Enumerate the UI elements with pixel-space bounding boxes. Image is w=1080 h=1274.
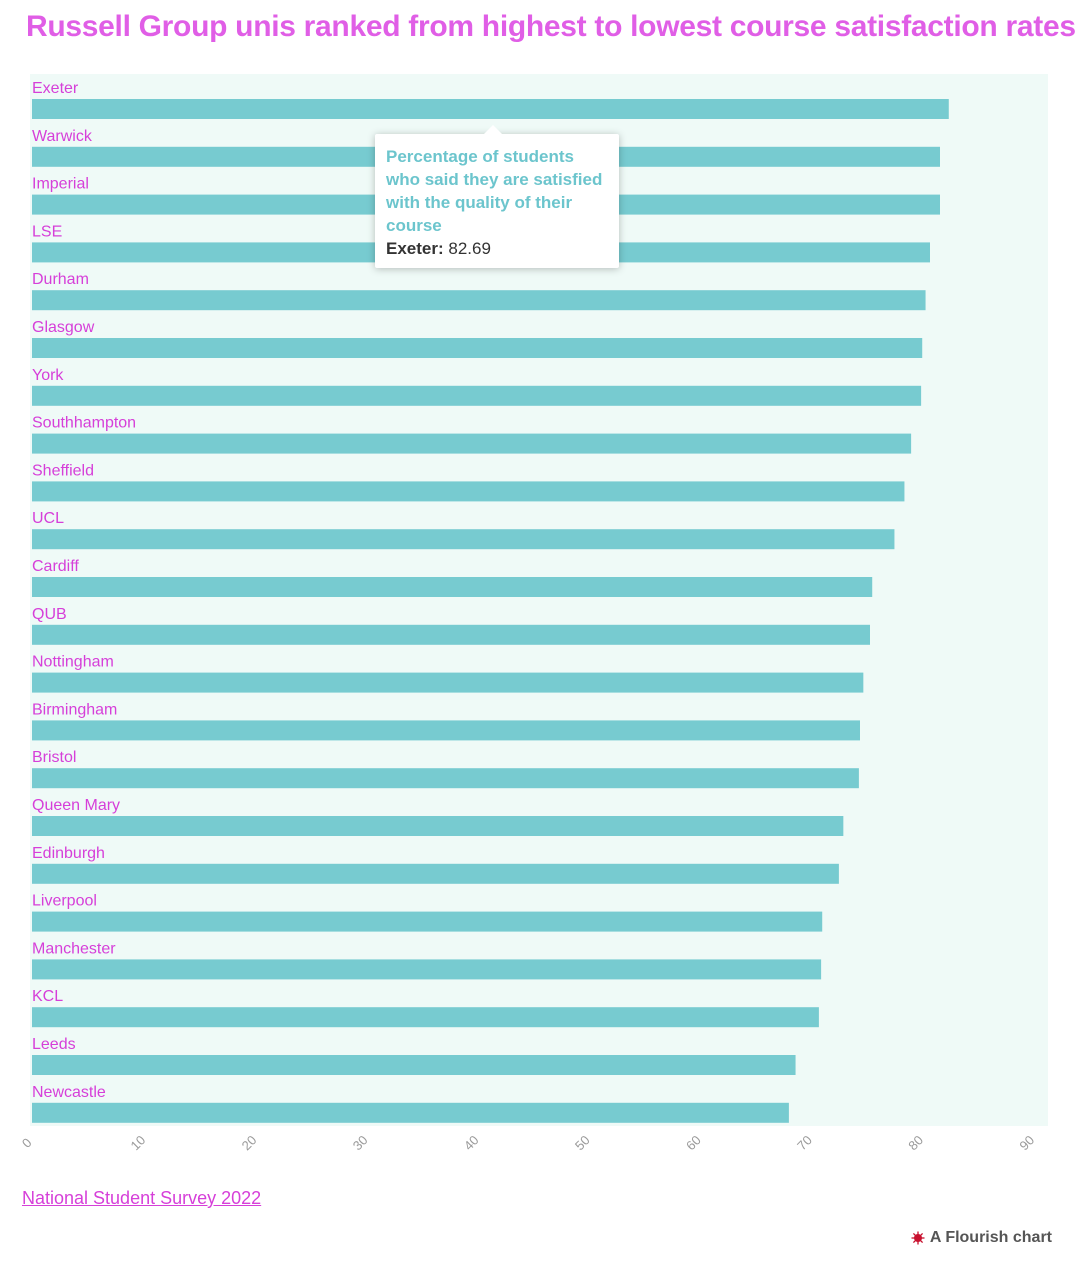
tooltip-arrow [483, 125, 503, 135]
bar-label: Warwick [32, 128, 93, 145]
bar-label: Bristol [32, 749, 76, 766]
x-tick-label: 70 [794, 1132, 815, 1153]
bar-label: Liverpool [32, 893, 97, 910]
bar-label: York [32, 367, 64, 384]
bar[interactable] [32, 911, 823, 932]
bar[interactable] [32, 1007, 819, 1028]
tooltip-value: 82.69 [448, 239, 491, 258]
bar[interactable] [32, 863, 839, 884]
bar-label: Southhampton [32, 415, 136, 432]
bar[interactable] [32, 720, 860, 741]
bar[interactable] [32, 624, 870, 645]
x-tick-label: 20 [239, 1132, 260, 1153]
bar[interactable] [32, 1055, 796, 1075]
bar-label: Queen Mary [32, 797, 120, 814]
bar-label: Manchester [32, 940, 116, 957]
tooltip: Percentage of students who said they are… [375, 125, 619, 268]
bar-label: Imperial [32, 176, 89, 193]
flourish-logo-icon [911, 1231, 925, 1245]
bar[interactable] [32, 577, 873, 597]
flourish-credit[interactable]: A Flourish chart [911, 1229, 1052, 1247]
bar-label: Cardiff [32, 558, 79, 575]
flourish-credit-label: A Flourish chart [929, 1229, 1052, 1246]
bar[interactable] [32, 529, 895, 550]
bar[interactable] [32, 816, 844, 836]
chart-title: Russell Group unis ranked from highest t… [26, 10, 1076, 43]
tooltip-description: Percentage of students who said they are… [386, 147, 603, 235]
x-tick-label: 40 [461, 1132, 482, 1153]
bar-label: Exeter [32, 80, 79, 97]
bar-label: LSE [32, 223, 62, 240]
bar-label: Leeds [32, 1036, 76, 1053]
bar-label: QUB [32, 606, 67, 623]
bar-label: Edinburgh [32, 845, 105, 862]
bar-label: Durham [32, 271, 89, 288]
x-tick-label: 80 [905, 1132, 926, 1153]
bar[interactable] [32, 1102, 789, 1123]
bar[interactable] [32, 99, 949, 119]
bar-label: Birmingham [32, 701, 117, 718]
bar-label: Glasgow [32, 319, 95, 336]
x-tick-label: 50 [572, 1132, 593, 1153]
bar-label: Sheffield [32, 462, 94, 479]
bar-label: UCL [32, 510, 64, 527]
bar[interactable] [32, 481, 905, 502]
bar-label: Nottingham [32, 654, 114, 671]
x-tick-label: 0 [19, 1135, 35, 1151]
bar[interactable] [32, 672, 864, 693]
bar[interactable] [32, 959, 822, 980]
source-link[interactable]: National Student Survey 2022 [22, 1188, 262, 1208]
bar[interactable] [32, 338, 923, 358]
bar[interactable] [32, 290, 926, 311]
tooltip-category: Exeter: [386, 239, 444, 258]
x-tick-label: 10 [128, 1132, 149, 1153]
bar-label: Newcastle [32, 1084, 106, 1101]
bar[interactable] [32, 768, 859, 789]
x-tick-label: 90 [1016, 1132, 1037, 1153]
x-tick-label: 30 [350, 1132, 371, 1153]
bar[interactable] [32, 433, 912, 454]
bar-label: KCL [32, 988, 63, 1005]
x-tick-label: 60 [683, 1132, 704, 1153]
bar[interactable] [32, 385, 922, 406]
tooltip-value-row: Exeter: 82.69 [386, 237, 609, 260]
